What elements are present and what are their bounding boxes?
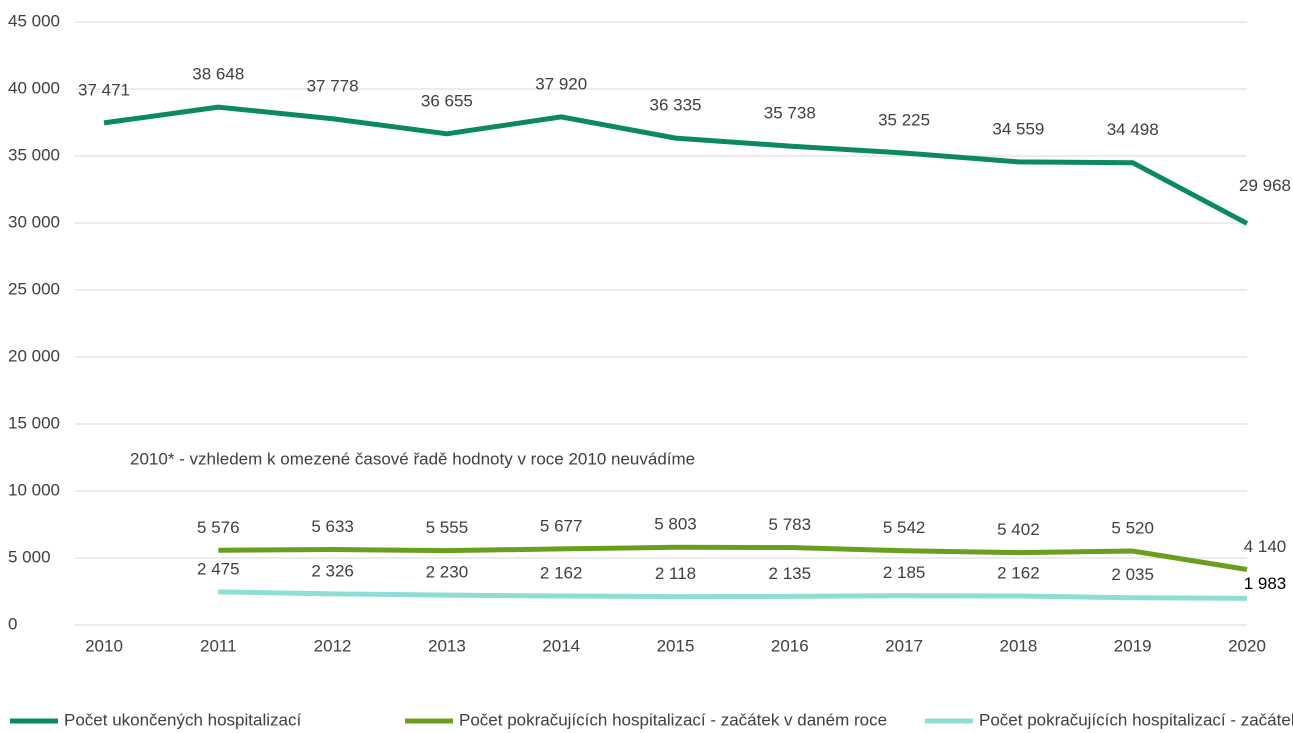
series-line xyxy=(103,104,1249,226)
y-tick-label: 20 000 xyxy=(8,346,60,365)
data-label: 2 185 xyxy=(883,563,926,582)
data-label: 1 983 xyxy=(1244,574,1287,593)
legend-label: Počet ukončených hospitalizací xyxy=(64,710,301,729)
data-label: 2 230 xyxy=(426,563,469,582)
data-label: 5 542 xyxy=(883,518,926,537)
data-label: 37 778 xyxy=(307,76,359,95)
y-tick-label: 10 000 xyxy=(8,480,60,499)
data-label: 2 475 xyxy=(197,559,240,578)
y-tick-label: 0 xyxy=(8,614,17,633)
x-tick-label: 2015 xyxy=(657,636,695,655)
data-label: 35 225 xyxy=(878,110,930,129)
data-label: 36 335 xyxy=(650,96,702,115)
x-tick-label: 2016 xyxy=(771,636,809,655)
x-tick-label: 2020 xyxy=(1228,636,1266,655)
data-label: 2 035 xyxy=(1111,565,1154,584)
data-label: 5 677 xyxy=(540,516,583,535)
y-tick-label: 45 000 xyxy=(8,11,60,30)
data-label: 5 555 xyxy=(426,518,469,537)
data-label: 34 559 xyxy=(992,119,1044,138)
legend-label: Počet pokračujících hospitalizací - začá… xyxy=(979,710,1293,729)
data-label: 2 135 xyxy=(769,564,812,583)
y-tick-label: 30 000 xyxy=(8,212,60,231)
y-tick-label: 35 000 xyxy=(8,145,60,164)
data-label: 38 648 xyxy=(192,65,244,84)
data-label: 37 920 xyxy=(535,74,587,93)
legend-label: Počet pokračujících hospitalizací - začá… xyxy=(459,710,887,729)
data-label: 35 738 xyxy=(764,104,816,123)
data-label: 5 633 xyxy=(311,517,354,536)
y-tick-label: 15 000 xyxy=(8,413,60,432)
data-label: 34 498 xyxy=(1107,120,1159,139)
x-tick-label: 2012 xyxy=(314,636,352,655)
data-label: 5 520 xyxy=(1111,519,1154,538)
data-label: 5 783 xyxy=(769,515,812,534)
x-tick-label: 2014 xyxy=(542,636,580,655)
annotation: 2010* - vzhledem k omezené časové řadě h… xyxy=(130,449,695,468)
data-label: 2 162 xyxy=(540,564,583,583)
y-tick-label: 40 000 xyxy=(8,78,60,97)
series-line xyxy=(218,544,1248,572)
data-label: 2 326 xyxy=(311,561,354,580)
x-tick-label: 2017 xyxy=(885,636,923,655)
x-tick-label: 2013 xyxy=(428,636,466,655)
y-tick-label: 25 000 xyxy=(8,279,60,298)
data-label: 29 968 xyxy=(1239,176,1291,195)
x-tick-label: 2011 xyxy=(200,636,237,655)
data-label: 5 576 xyxy=(197,518,240,537)
data-label: 5 402 xyxy=(997,520,1040,539)
series-line xyxy=(218,589,1248,601)
x-tick-label: 2018 xyxy=(999,636,1037,655)
y-tick-label: 5 000 xyxy=(8,547,51,566)
x-tick-label: 2019 xyxy=(1114,636,1152,655)
data-label: 2 118 xyxy=(655,564,696,583)
data-label: 37 471 xyxy=(78,80,130,99)
data-label: 5 803 xyxy=(654,515,697,534)
data-label: 36 655 xyxy=(421,91,473,110)
data-label: 2 162 xyxy=(997,564,1040,583)
data-label: 4 140 xyxy=(1244,537,1287,556)
x-tick-label: 2010 xyxy=(85,636,123,655)
